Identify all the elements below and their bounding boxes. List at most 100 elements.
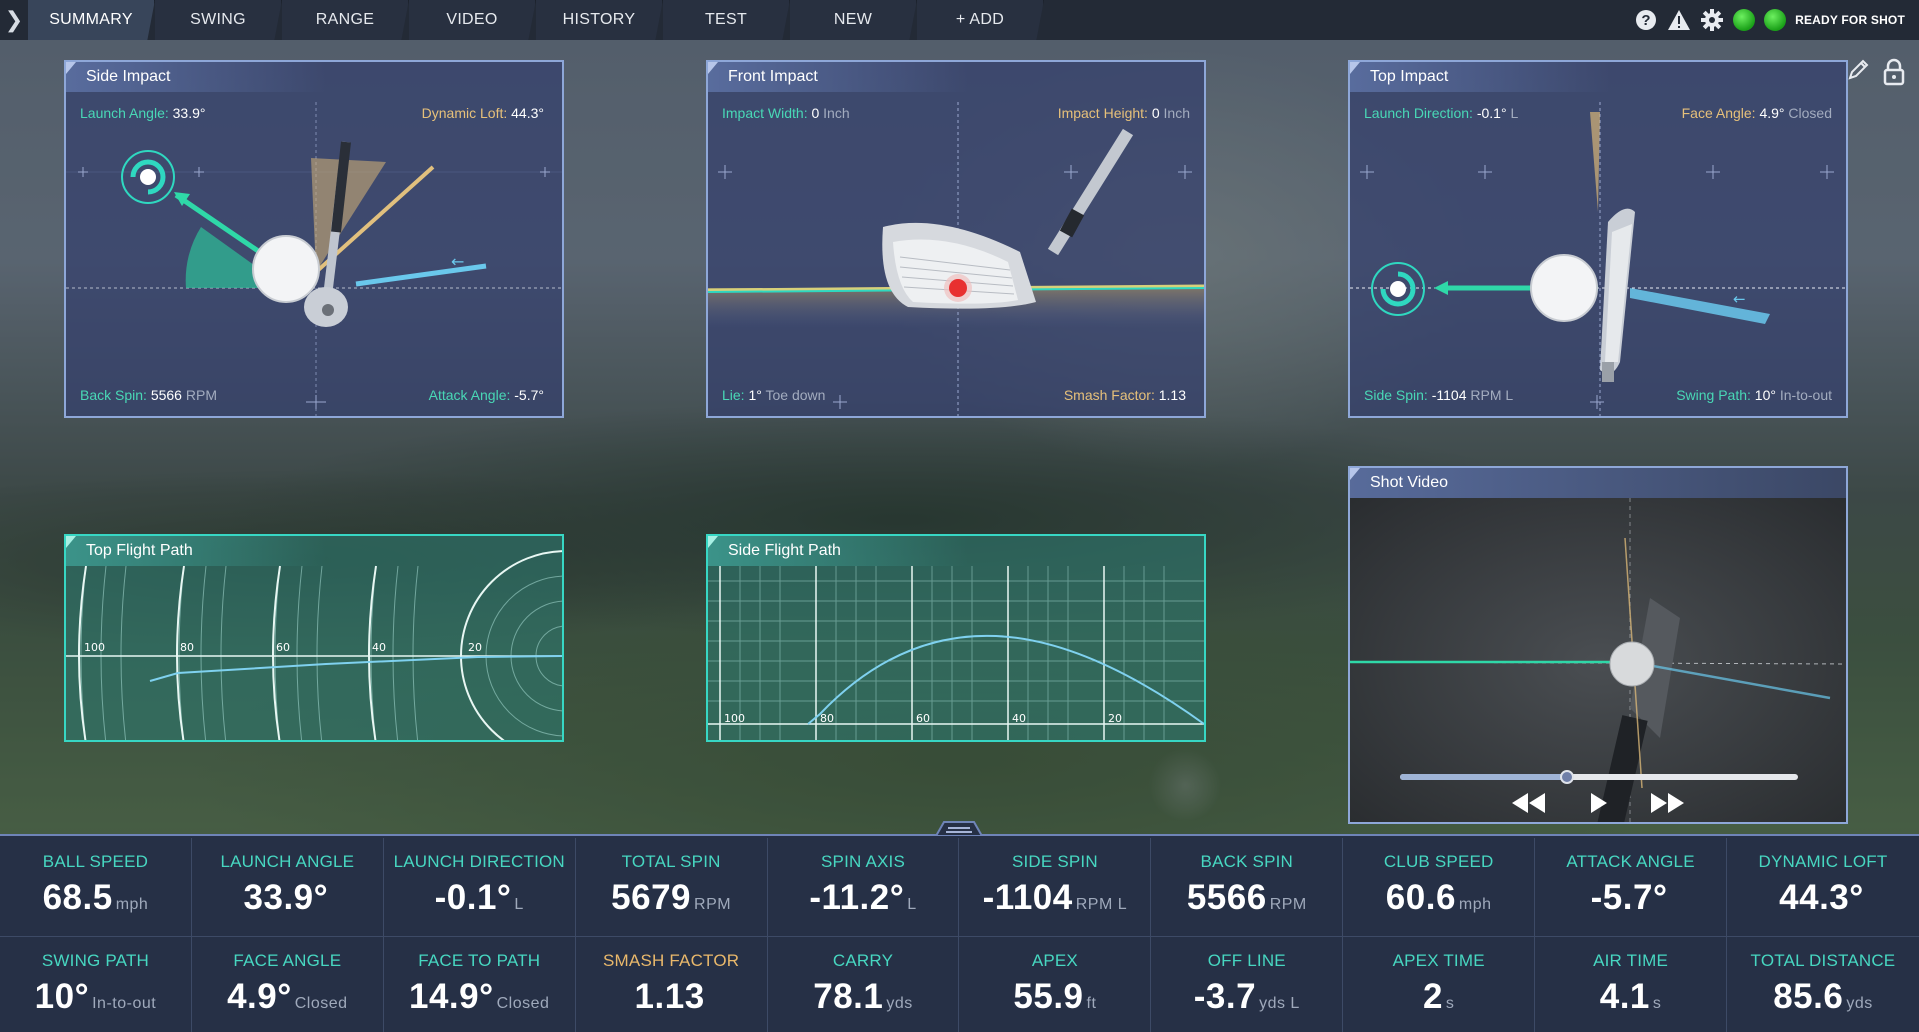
stat-label: AIR TIME <box>1593 951 1669 970</box>
top-flight-path-panel[interactable]: 100 80 60 40 20 Top Flight Path <box>64 534 564 742</box>
side-flight-graphic: 100 80 60 40 20 <box>708 566 1204 740</box>
stat-smash-factor[interactable]: SMASH FACTOR 1.13 <box>576 937 768 1032</box>
stat-value: -1104 RPM L <box>982 878 1128 917</box>
tab-range[interactable]: RANGE <box>282 0 409 40</box>
device-status-icon <box>1733 9 1756 31</box>
stat-back-spin[interactable]: BACK SPIN 5566 RPM <box>1151 838 1344 936</box>
stat-apex-time[interactable]: APEX TIME 2 s <box>1343 937 1536 1032</box>
nav-status-area: ? READY FOR SHOT <box>1634 0 1905 40</box>
stats-panel: BALL SPEED 68.5 mph LAUNCH ANGLE 33.9° LAUN… <box>0 834 1919 1032</box>
video-scrubber-handle[interactable] <box>1560 770 1575 784</box>
stat-label: FACE TO PATH <box>418 951 541 970</box>
stat-value: -3.7 yds L <box>1193 977 1300 1016</box>
stat-value: 55.9 ft <box>1013 977 1097 1016</box>
stat-value: 5679 RPM <box>611 878 732 917</box>
stat-label: BALL SPEED <box>42 852 149 871</box>
stat-value: 4.1 s <box>1599 977 1662 1016</box>
edit-icon[interactable] <box>1846 58 1870 91</box>
stat-label: APEX <box>1031 951 1078 970</box>
video-scrubber[interactable] <box>1400 770 1798 784</box>
gear-icon[interactable] <box>1700 8 1724 32</box>
side-flight-tick-20: 20 <box>1108 712 1122 725</box>
stat-face-angle[interactable]: FACE ANGLE 4.9° Closed <box>192 937 384 1032</box>
stats-row-2: SWING PATH 10° In-to-out FACE ANGLE 4.9° Clo… <box>0 936 1919 1032</box>
side-impact-panel[interactable]: ← Side Impact Launch Angle: 33.9° Dynami… <box>64 60 564 418</box>
stat-label: LAUNCH DIRECTION <box>393 852 565 871</box>
stat-attack-angle[interactable]: ATTACK ANGLE -5.7° <box>1535 838 1728 936</box>
stat-total-spin[interactable]: TOTAL SPIN 5679 RPM <box>576 838 768 936</box>
tab-video[interactable]: VIDEO <box>409 0 536 40</box>
rewind-icon[interactable] <box>1512 792 1546 819</box>
stat-value: 85.6 yds <box>1773 977 1873 1016</box>
attack-angle-readout: Attack Angle: -5.7° <box>428 387 544 403</box>
tab-test[interactable]: TEST <box>663 0 790 40</box>
stat-launch-angle[interactable]: LAUNCH ANGLE 33.9° <box>192 838 384 936</box>
stat-label: TOTAL DISTANCE <box>1750 951 1896 970</box>
stat-launch-direction[interactable]: LAUNCH DIRECTION -0.1° L <box>384 838 576 936</box>
tab-history[interactable]: HISTORY <box>536 0 663 40</box>
impact-height-readout: Impact Height: 0 Inch <box>1057 105 1190 121</box>
stat-value: 68.5 mph <box>42 878 149 917</box>
stat-label: LAUNCH ANGLE <box>220 852 355 871</box>
stats-row-1: BALL SPEED 68.5 mph LAUNCH ANGLE 33.9° LAUN… <box>0 838 1919 936</box>
front-impact-graphic <box>708 102 1204 416</box>
stat-label: CARRY <box>832 951 894 970</box>
stat-label: OFF LINE <box>1207 951 1286 970</box>
ready-status-text: READY FOR SHOT <box>1795 13 1905 27</box>
top-flight-tick-60: 60 <box>276 641 290 654</box>
warning-icon[interactable] <box>1667 8 1691 32</box>
top-impact-panel[interactable]: ← Top Impact Launch Direction: -0.1° L F… <box>1348 60 1848 418</box>
side-impact-title: Side Impact <box>66 62 326 92</box>
stat-label: BACK SPIN <box>1200 852 1294 871</box>
lock-icon[interactable] <box>1882 58 1906 91</box>
stat-value: 44.3° <box>1779 878 1864 917</box>
side-flight-tick-40: 40 <box>1012 712 1026 725</box>
stat-ball-speed[interactable]: BALL SPEED 68.5 mph <box>0 838 192 936</box>
stat-carry[interactable]: CARRY 78.1 yds <box>768 937 960 1032</box>
tab-add[interactable]: + ADD <box>917 0 1044 40</box>
stat-face-to-path[interactable]: FACE TO PATH 14.9° Closed <box>384 937 576 1032</box>
stat-swing-path[interactable]: SWING PATH 10° In-to-out <box>0 937 192 1032</box>
side-flight-path-panel[interactable]: 100 80 60 40 20 Side Flight Path <box>706 534 1206 742</box>
top-nav: ❯ SUMMARY SWING RANGE VIDEO HISTORY TEST… <box>0 0 1919 40</box>
smash-factor-readout: Smash Factor: 1.13 <box>1063 387 1186 403</box>
svg-text:?: ? <box>1641 12 1650 29</box>
stat-air-time[interactable]: AIR TIME 4.1 s <box>1535 937 1728 1032</box>
stat-club-speed[interactable]: CLUB SPEED 60.6 mph <box>1343 838 1536 936</box>
stat-label: APEX TIME <box>1392 951 1485 970</box>
launch-direction-readout: Launch Direction: -0.1° L <box>1364 105 1519 121</box>
stat-value: 33.9° <box>243 878 329 917</box>
top-flight-graphic: 100 80 60 40 20 <box>66 550 562 740</box>
stat-spin-axis[interactable]: SPIN AXIS -11.2° L <box>768 838 960 936</box>
stats-collapse-handle[interactable] <box>930 820 988 836</box>
stat-total-distance[interactable]: TOTAL DISTANCE 85.6 yds <box>1727 937 1919 1032</box>
stat-label: SMASH FACTOR <box>603 951 740 970</box>
stat-value: 78.1 yds <box>813 977 913 1016</box>
tab-new[interactable]: NEW <box>790 0 917 40</box>
top-impact-title: Top Impact <box>1350 62 1610 92</box>
shot-video-panel[interactable]: Shot Video <box>1348 466 1848 824</box>
expand-sidebar-icon[interactable]: ❯ <box>4 7 24 32</box>
top-flight-tick-100: 100 <box>84 641 105 654</box>
stat-side-spin[interactable]: SIDE SPIN -1104 RPM L <box>959 838 1152 936</box>
side-flight-tick-60: 60 <box>916 712 930 725</box>
top-flight-tick-40: 40 <box>372 641 386 654</box>
play-icon[interactable] <box>1590 792 1608 819</box>
ready-status-icon <box>1764 9 1787 31</box>
help-icon[interactable]: ? <box>1634 8 1658 32</box>
stat-value: 14.9° Closed <box>409 977 550 1016</box>
tab-summary[interactable]: SUMMARY <box>28 0 155 40</box>
stat-label: FACE ANGLE <box>233 951 342 970</box>
side-flight-tick-80: 80 <box>820 712 834 725</box>
tab-swing[interactable]: SWING <box>155 0 282 40</box>
fast-forward-icon[interactable] <box>1650 792 1684 819</box>
stat-value: -0.1° L <box>434 878 524 917</box>
impact-width-readout: Impact Width: 0 Inch <box>722 105 850 121</box>
stat-off-line[interactable]: OFF LINE -3.7 yds L <box>1151 937 1344 1032</box>
stat-apex[interactable]: APEX 55.9 ft <box>959 937 1152 1032</box>
stat-dynamic-loft[interactable]: DYNAMIC LOFT 44.3° <box>1727 838 1919 936</box>
stat-label: CLUB SPEED <box>1383 852 1494 871</box>
stat-label: SWING PATH <box>41 951 150 970</box>
stat-value: -11.2° L <box>809 878 917 917</box>
front-impact-panel[interactable]: Front Impact Impact Width: 0 Inch Impact… <box>706 60 1206 418</box>
